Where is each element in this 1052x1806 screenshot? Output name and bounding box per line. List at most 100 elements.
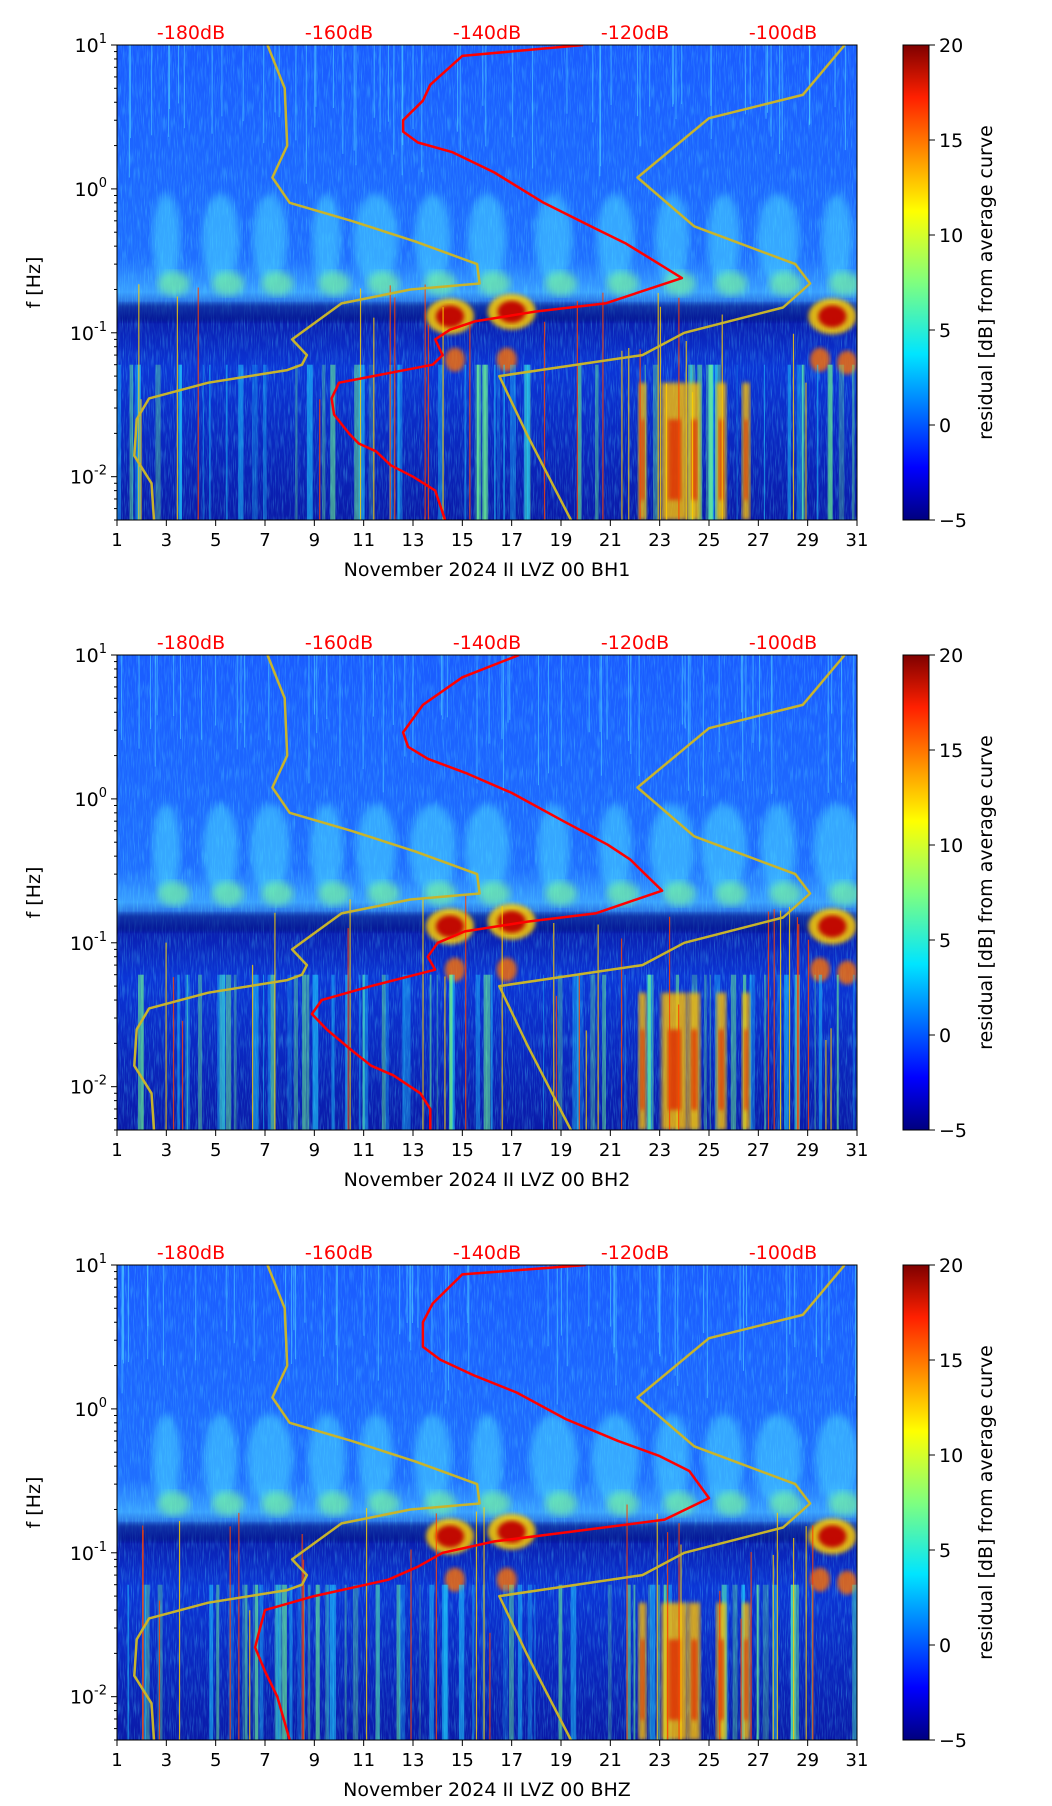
colorbar: 20 15 10 5 0 −5 residual [dB] from average cur…: [902, 35, 997, 532]
model-bound-curve-2: [498, 655, 846, 1130]
y-tick-label: 101: [75, 32, 107, 57]
x-axis-label: November 2024 II LVZ 00 BH1: [344, 559, 631, 581]
red-psd-curve: [330, 45, 684, 520]
colorbar-tick-label: 0: [939, 1635, 951, 1657]
x-tick-label: 19: [550, 530, 573, 551]
db-tick-label: -160dB: [305, 1242, 373, 1264]
y-tick-label: 101: [75, 1252, 107, 1277]
x-tick-label: 3: [161, 1750, 172, 1771]
db-tick-label: -120dB: [601, 1242, 669, 1264]
y-tick-label: 10-2: [70, 1684, 107, 1709]
x-tick-label: 21: [599, 530, 622, 551]
colorbar-label: residual [dB] from average curve: [975, 125, 997, 440]
x-tick-label: 19: [550, 1750, 573, 1771]
plot-frame: [116, 654, 858, 1131]
x-tick-label: 11: [352, 530, 375, 551]
x-tick-label: 9: [309, 530, 320, 551]
y-tick-label: 101: [75, 642, 107, 667]
heatmap-image: [117, 1265, 857, 1740]
model-bound-curve-1: [133, 45, 481, 520]
x-axis-label: November 2024 II LVZ 00 BHZ: [343, 1779, 631, 1801]
colorbar-tick-label: −5: [939, 1120, 967, 1142]
x-tick-label: 13: [402, 530, 425, 551]
db-tick-label: -180dB: [157, 1242, 225, 1264]
x-tick-label: 23: [648, 530, 671, 551]
y-tick-label: 10-1: [70, 930, 107, 955]
x-tick-label: 9: [309, 1750, 320, 1771]
x-tick-label: 5: [210, 1750, 221, 1771]
colorbar-tick-label: −5: [939, 1730, 967, 1752]
x-tick-label: 23: [648, 1140, 671, 1161]
heatmap-image: [117, 45, 857, 520]
db-tick-label: -100dB: [749, 632, 817, 654]
heatmap-image: [117, 655, 857, 1130]
db-tick-label: -160dB: [305, 22, 373, 44]
x-tick-label: 21: [599, 1750, 622, 1771]
colorbar-tick-label: 15: [939, 1350, 963, 1372]
colorbar-tick-label: 5: [939, 930, 951, 952]
colorbar-tick-label: 10: [939, 1445, 963, 1467]
x-tick-label: 7: [259, 1750, 270, 1771]
x-tick-label: 7: [259, 530, 270, 551]
colorbar-tick-label: 20: [939, 35, 963, 57]
x-tick-label: 9: [309, 1140, 320, 1161]
plot-frame: [116, 44, 858, 521]
red-psd-curve: [253, 1265, 711, 1740]
x-tick-label: 17: [500, 1750, 523, 1771]
x-tick-label: 1: [111, 1140, 122, 1161]
x-tick-label: 27: [747, 1140, 770, 1161]
db-tick-label: -180dB: [157, 632, 225, 654]
colorbar: 20 15 10 5 0 −5 residual [dB] from average cur…: [902, 645, 997, 1142]
x-tick-label: 11: [352, 1140, 375, 1161]
x-tick-label: 29: [796, 1140, 819, 1161]
x-tick-label: 5: [210, 530, 221, 551]
x-tick-label: 25: [698, 530, 721, 551]
db-tick-label: -140dB: [453, 1242, 521, 1264]
colorbar: 20 15 10 5 0 −5 residual [dB] from average cur…: [902, 1255, 997, 1752]
model-bound-curve-2: [498, 1265, 846, 1740]
db-tick-label: -120dB: [601, 22, 669, 44]
x-tick-label: 5: [210, 1140, 221, 1161]
model-bound-curve-1: [133, 655, 481, 1130]
x-tick-label: 15: [451, 530, 474, 551]
y-tick-label: 10-2: [70, 464, 107, 489]
x-axis-label: November 2024 II LVZ 00 BH2: [344, 1169, 631, 1191]
colorbar-tick-label: 15: [939, 740, 963, 762]
model-bound-curve-1: [133, 1265, 481, 1740]
y-axis-label: f [Hz]: [23, 867, 45, 919]
colorbar-tick-label: −5: [939, 510, 967, 532]
x-tick-label: 27: [747, 530, 770, 551]
colorbar-tick-label: 20: [939, 645, 963, 667]
x-tick-label: 25: [698, 1140, 721, 1161]
colorbar-tick-label: 20: [939, 1255, 963, 1277]
db-tick-label: -140dB: [453, 632, 521, 654]
colorbar-label: residual [dB] from average curve: [975, 735, 997, 1050]
x-tick-label: 15: [451, 1140, 474, 1161]
colorbar-tick-label: 15: [939, 130, 963, 152]
x-tick-label: 13: [402, 1140, 425, 1161]
x-tick-label: 31: [846, 1140, 869, 1161]
x-tick-label: 1: [111, 530, 122, 551]
x-tick-label: 11: [352, 1750, 375, 1771]
x-tick-label: 21: [599, 1140, 622, 1161]
colorbar-tick-label: 10: [939, 225, 963, 247]
x-tick-label: 31: [846, 1750, 869, 1771]
colorbar-tick-label: 0: [939, 1025, 951, 1047]
x-tick-label: 7: [259, 1140, 270, 1161]
plot-frame: [116, 1264, 858, 1741]
x-tick-label: 3: [161, 1140, 172, 1161]
y-tick-label: 100: [75, 786, 107, 811]
y-axis-label: f [Hz]: [23, 1477, 45, 1529]
x-tick-label: 19: [550, 1140, 573, 1161]
x-tick-label: 15: [451, 1750, 474, 1771]
y-tick-label: 10-2: [70, 1074, 107, 1099]
y-axis-label: f [Hz]: [23, 257, 45, 309]
model-bound-curve-2: [498, 45, 846, 520]
colorbar-tick-label: 5: [939, 320, 951, 342]
x-tick-label: 25: [698, 1750, 721, 1771]
colorbar-tick-label: 10: [939, 835, 963, 857]
red-psd-curve: [310, 655, 664, 1130]
y-tick-label: 10-1: [70, 320, 107, 345]
